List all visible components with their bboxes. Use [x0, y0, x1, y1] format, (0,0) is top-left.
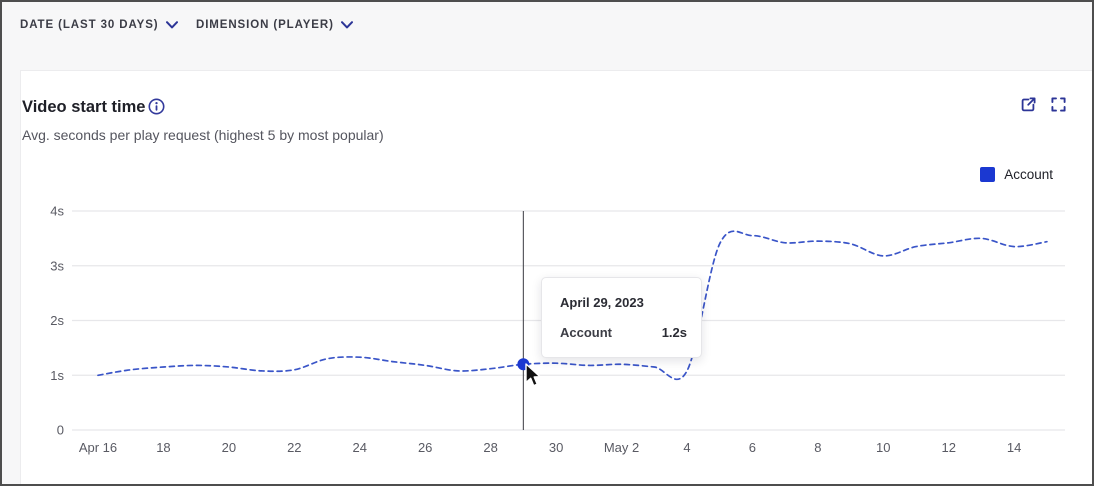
tooltip-date: April 29, 2023 [560, 295, 644, 310]
chart-title: Video start time [22, 98, 146, 116]
chevron-down-icon [165, 21, 178, 29]
dimension-filter-label: DIMENSION (PLAYER) [196, 19, 334, 31]
chart-tooltip: April 29, 2023 Account 1.2s [541, 277, 702, 358]
info-circle-icon [148, 98, 165, 115]
fullscreen-button[interactable] [1050, 96, 1067, 113]
date-filter-dropdown[interactable]: DATE (LAST 30 DAYS) [20, 19, 178, 31]
export-button[interactable] [1020, 96, 1037, 113]
legend-swatch [980, 167, 996, 182]
card-actions [1020, 96, 1067, 113]
date-filter-label: DATE (LAST 30 DAYS) [20, 19, 159, 31]
export-share-icon [1021, 97, 1036, 112]
tooltip-value: 1.2s [661, 325, 687, 340]
chevron-down-icon [340, 21, 353, 29]
dimension-filter-dropdown[interactable]: DIMENSION (PLAYER) [196, 19, 353, 31]
legend-label: Account [1004, 167, 1053, 182]
tooltip-series-label: Account [560, 325, 612, 340]
fullscreen-expand-icon [1051, 97, 1066, 112]
tooltip-row: Account 1.2s [560, 325, 687, 340]
info-button[interactable] [148, 98, 165, 115]
chart-subtitle: Avg. seconds per play request (highest 5… [22, 127, 384, 143]
filter-bar: DATE (LAST 30 DAYS) DIMENSION (PLAYER) [0, 0, 1094, 70]
legend[interactable]: Account [980, 167, 1053, 182]
